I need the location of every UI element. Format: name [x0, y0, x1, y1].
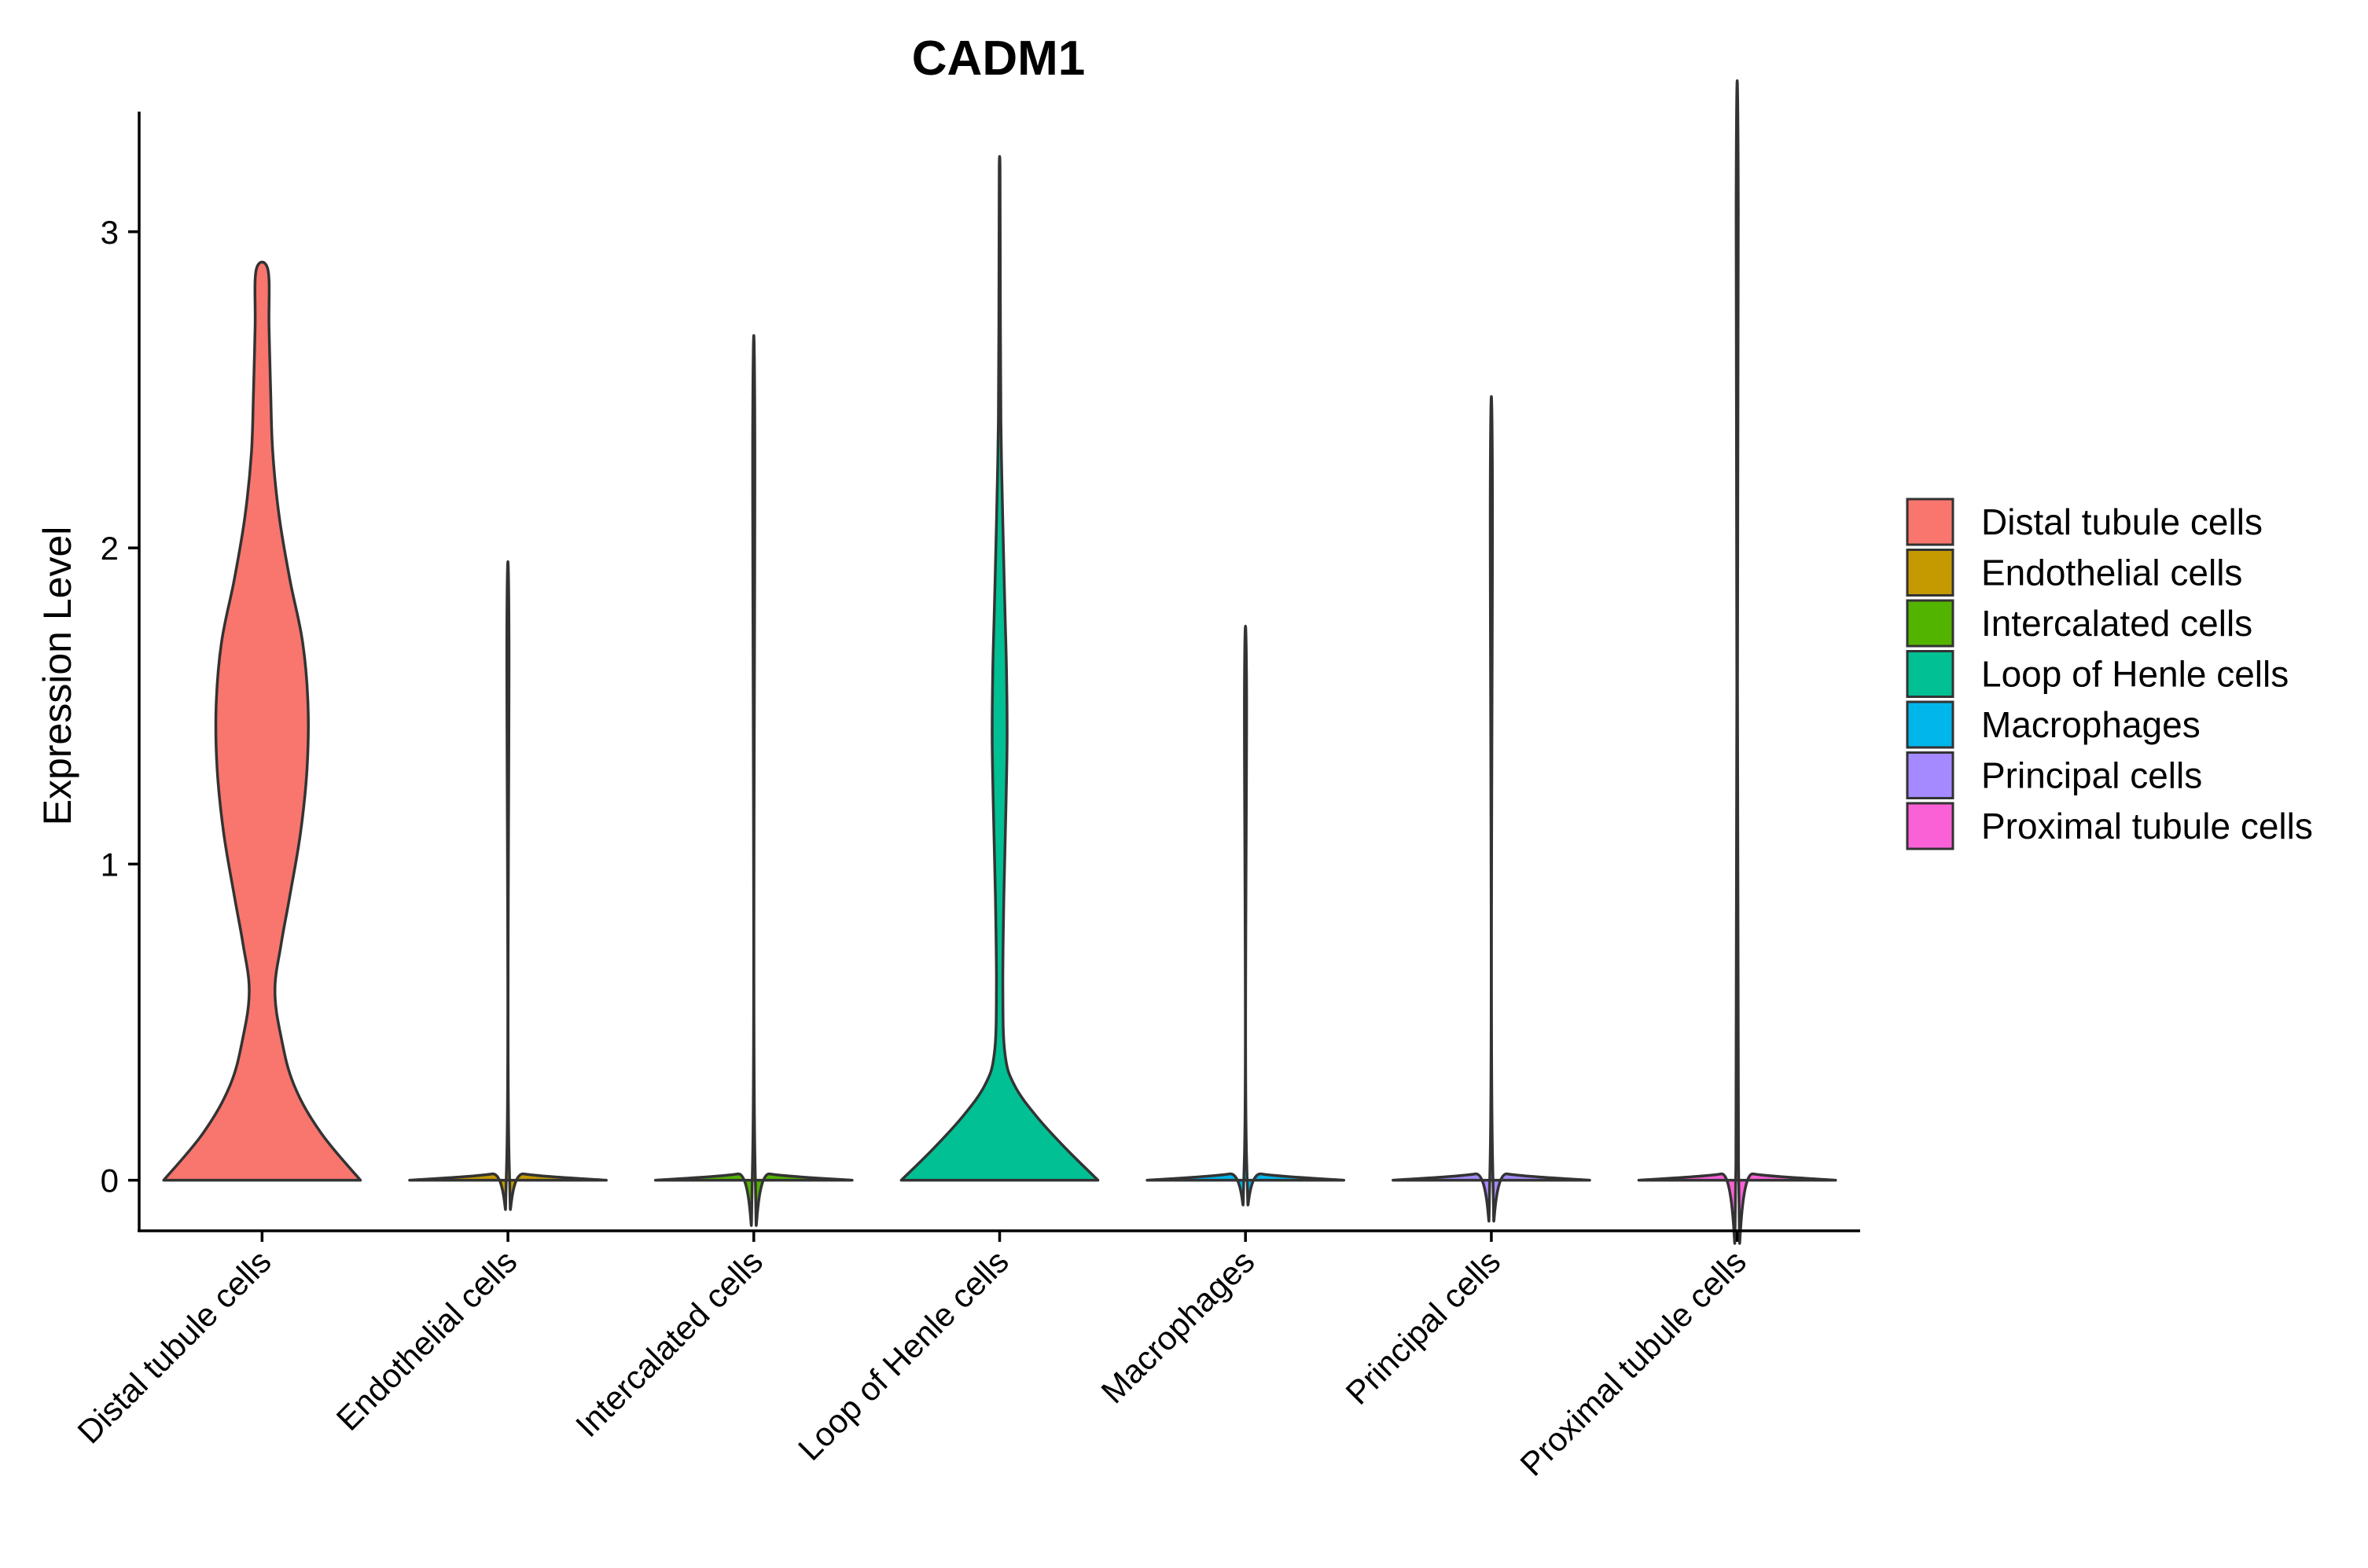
- x-tick-label-endothelial-cells: Endothelial cells: [329, 1243, 524, 1438]
- x-tick-label-intercalated-cells: Intercalated cells: [568, 1243, 770, 1444]
- legend-swatch-intercalated-cells: [1906, 599, 1954, 648]
- legend-label-proximal-tubule-cells: Proximal tubule cells: [1981, 806, 2313, 846]
- y-ticks-group: 0 1 2 3: [101, 214, 139, 1199]
- legend-swatch-principal-cells: [1906, 751, 1954, 799]
- legend: Distal tubule cells Endothelial cells Inte…: [1906, 498, 2313, 850]
- violin-distal-tubule-cells: [162, 260, 362, 1182]
- legend-swatch-macrophages: [1906, 700, 1954, 749]
- x-tick-label-distal-tubule-cells: Distal tubule cells: [70, 1243, 278, 1450]
- x-tick-label-proximal-tubule-cells: Proximal tubule cells: [1513, 1243, 1753, 1483]
- legend-swatch-proximal-tubule-cells: [1906, 802, 1954, 850]
- violin-proximal-tubule-cells: [1637, 79, 1837, 1245]
- x-tick-label-macrophages: Macrophages: [1094, 1243, 1261, 1410]
- legend-swatch-distal-tubule-cells: [1906, 498, 1954, 546]
- chart-title: CADM1: [912, 31, 1085, 86]
- legend-swatch-endothelial-cells: [1906, 549, 1954, 597]
- legend-swatch-loop-of-henle-cells: [1906, 650, 1954, 698]
- x-tick-label-loop-of-henle-cells: Loop of Henle cells: [791, 1243, 1016, 1467]
- legend-label-principal-cells: Principal cells: [1981, 755, 2202, 796]
- y-tick-label: 3: [101, 214, 119, 251]
- legend-label-macrophages: Macrophages: [1981, 704, 2201, 745]
- x-ticks-group: Distal tubule cells Endothelial cells Inte…: [70, 1231, 1753, 1483]
- legend-label-intercalated-cells: Intercalated cells: [1981, 603, 2252, 644]
- violin-intercalated-cells: [653, 334, 854, 1227]
- x-tick-label-principal-cells: Principal cells: [1338, 1243, 1507, 1412]
- violin-macrophages: [1145, 625, 1346, 1206]
- violins-group: [162, 79, 1837, 1245]
- y-tick-label: 0: [101, 1162, 119, 1199]
- y-tick-label: 2: [101, 530, 119, 567]
- violin-endothelial-cells: [408, 560, 608, 1211]
- violin-loop-of-henle-cells: [899, 155, 1100, 1182]
- legend-label-endothelial-cells: Endothelial cells: [1981, 553, 2242, 593]
- y-tick-label: 1: [101, 846, 119, 883]
- legend-label-distal-tubule-cells: Distal tubule cells: [1981, 501, 2263, 542]
- violin-principal-cells: [1392, 395, 1591, 1223]
- y-axis-label: Expression Level: [35, 527, 79, 826]
- legend-label-loop-of-henle-cells: Loop of Henle cells: [1981, 654, 2289, 695]
